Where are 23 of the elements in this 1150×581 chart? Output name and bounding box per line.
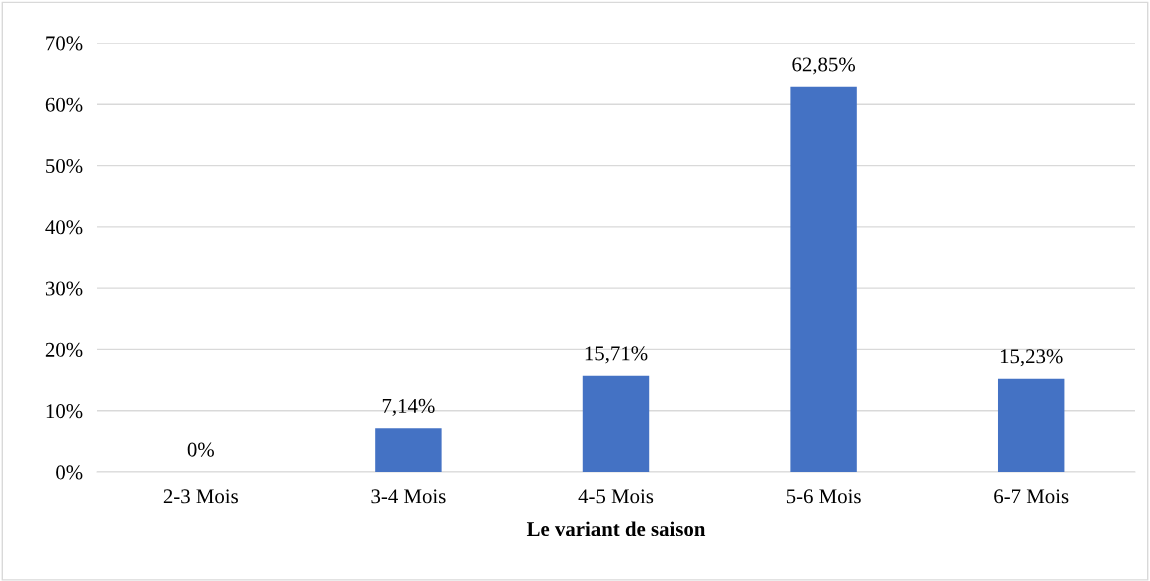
x-axis-title: Le variant de saison <box>526 521 706 537</box>
bar <box>375 428 442 472</box>
bar <box>790 86 857 472</box>
y-tick-label: 60% <box>45 97 83 112</box>
y-tick-label: 10% <box>46 404 83 419</box>
data-label: 62,85% <box>792 57 855 75</box>
x-tick-label: 3-4 Mois <box>371 489 446 504</box>
y-tick-label: 50% <box>46 158 83 174</box>
y-tick-label: 20% <box>45 342 83 357</box>
x-tick-label: 2-3 Mois <box>163 489 238 504</box>
y-tick-label: 70% <box>46 36 83 51</box>
bar <box>582 375 650 472</box>
data-label: 15,71% <box>585 346 648 364</box>
x-tick-label: 6-7 Mois <box>994 489 1069 504</box>
data-label: 7,14% <box>382 398 435 416</box>
y-tick-label: 30% <box>45 281 83 296</box>
y-tick-label: 0% <box>56 465 83 480</box>
x-tick-label: 5-6 Mois <box>786 489 861 504</box>
x-tick-label: 4-5 Mois <box>578 489 654 504</box>
data-label: 0% <box>187 442 214 457</box>
data-label: 15,23% <box>1000 349 1063 367</box>
bar <box>997 378 1065 472</box>
y-tick-label: 40% <box>45 220 83 235</box>
